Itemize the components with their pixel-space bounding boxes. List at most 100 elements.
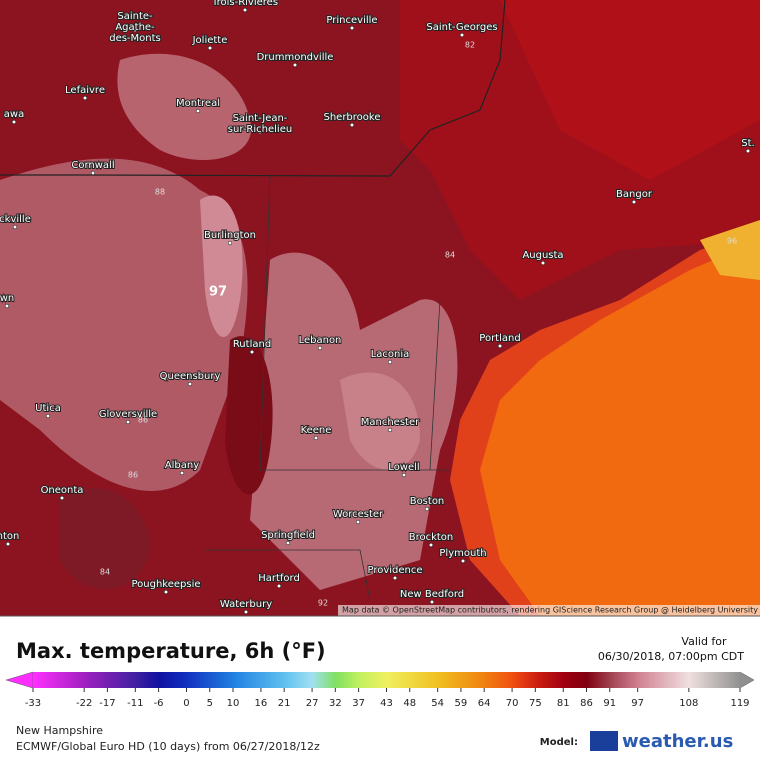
colorbar-tick-label: 43 xyxy=(380,698,393,709)
city-label: Oneonta xyxy=(41,485,84,496)
colorbar-segment xyxy=(312,672,336,688)
region: New Hampshire xyxy=(16,724,103,737)
city-dot xyxy=(4,303,10,309)
colorbar-tick-label: -6 xyxy=(154,698,164,709)
city-dot xyxy=(459,32,465,38)
city-dot xyxy=(5,541,11,547)
city-label: Plymouth xyxy=(439,548,486,559)
valid-time: 06/30/2018, 07:00pm CDT xyxy=(598,650,744,663)
colorbar-segment xyxy=(637,672,690,688)
model-run: ECMWF/Global Euro HD (10 days) from 06/2… xyxy=(16,740,320,753)
colorbar-tick-label: -33 xyxy=(25,698,41,709)
colorbar-tick-label: 70 xyxy=(506,698,519,709)
colorbar-tick-label: 37 xyxy=(352,698,365,709)
city-label: New Bedford xyxy=(400,589,464,600)
colorbar-tick-label: 54 xyxy=(431,698,444,709)
title: Max. temperature, 6h (°F) xyxy=(16,639,326,663)
city-label: Utica xyxy=(35,403,61,414)
city-dot xyxy=(242,7,248,13)
contour-label: 82 xyxy=(465,41,475,50)
city-dot xyxy=(387,359,393,365)
city-dot xyxy=(349,25,355,31)
city-dot xyxy=(349,122,355,128)
city-label: Keene xyxy=(301,425,332,436)
colorbar-segment xyxy=(386,672,439,688)
city-dot xyxy=(313,435,319,441)
colorbar-tick-label: 119 xyxy=(730,698,749,709)
city-dot xyxy=(257,129,263,135)
city-label: Waterbury xyxy=(220,599,272,610)
city-label: Albany xyxy=(165,460,199,471)
city-label: ckville xyxy=(0,214,31,225)
city-label: Portland xyxy=(479,333,520,344)
city-dot xyxy=(460,558,466,564)
contour-label: 84 xyxy=(100,568,110,577)
colorbar-tick-label: 97 xyxy=(631,698,644,709)
city-dot xyxy=(82,95,88,101)
city-dot xyxy=(59,495,65,501)
city-label: Providence xyxy=(367,565,422,576)
city-dot xyxy=(125,419,131,425)
colorbar-segment xyxy=(586,672,611,688)
city-dot xyxy=(163,589,169,595)
colorbar-arrow xyxy=(739,671,755,689)
contour-label: 97 xyxy=(209,285,227,300)
city-label: Sainte-Agathe-des-Monts xyxy=(109,11,161,44)
colorbar-segment xyxy=(186,672,234,688)
colorbar-segment xyxy=(284,672,313,688)
colorbar-tick-label: -11 xyxy=(127,698,143,709)
city-dot xyxy=(401,472,407,478)
city-dot xyxy=(249,349,255,355)
contour-label: 86 xyxy=(128,471,138,480)
city-label: Princeville xyxy=(326,15,377,26)
colorbar-segment xyxy=(609,672,639,688)
city-label: Boston xyxy=(410,496,445,507)
city-dot xyxy=(631,199,637,205)
colorbar-segment xyxy=(563,672,588,688)
colorbar-segment xyxy=(535,672,564,688)
colorbar-tick-label: 16 xyxy=(255,698,268,709)
model-label: Model: xyxy=(540,737,578,748)
city-label: Lowell xyxy=(388,462,419,473)
city-dot xyxy=(227,240,233,246)
colorbar-tick-label: 81 xyxy=(557,698,570,709)
city-dot xyxy=(387,427,393,433)
colorbar-segment xyxy=(512,672,536,688)
attribution: Map data © OpenStreetMap contributors, r… xyxy=(342,606,758,615)
city-dot xyxy=(90,170,96,176)
map: Map data © OpenStreetMap contributors, r… xyxy=(0,0,760,616)
city-label: Springfield xyxy=(261,530,315,541)
colorbar-tick-label: 59 xyxy=(455,698,468,709)
city-dot xyxy=(355,519,361,525)
contour-label: 88 xyxy=(155,188,165,197)
colorbar-segment xyxy=(358,672,387,688)
contour-label: 92 xyxy=(318,599,328,608)
city-dot xyxy=(276,583,282,589)
city-label: Brockton xyxy=(409,532,454,543)
city-dot xyxy=(12,224,18,230)
colorbar-segment xyxy=(135,672,160,688)
colorbar-tick-label: 0 xyxy=(183,698,189,709)
city-dot xyxy=(540,260,546,266)
city-label: Montreal xyxy=(176,98,220,109)
colorbar-segment xyxy=(688,672,741,688)
colorbar-segment xyxy=(33,672,85,688)
city-label: Trois-Rivières xyxy=(211,0,278,8)
colorbar-arrow xyxy=(5,671,34,689)
city-label: Lebanon xyxy=(299,335,342,346)
valid-label: Valid for xyxy=(681,635,727,648)
city-label: Drummondville xyxy=(257,52,334,63)
eu-flag xyxy=(590,731,618,751)
city-dot xyxy=(243,609,249,615)
city-label: Queensbury xyxy=(160,371,221,382)
city-label: Augusta xyxy=(522,250,563,261)
city-label: Worcester xyxy=(333,509,384,520)
colorbar-segment xyxy=(437,672,485,688)
city-label: Saint-Jean-sur-Richelieu xyxy=(228,113,292,135)
city-dot xyxy=(45,413,51,419)
city-label: wn xyxy=(0,293,14,304)
city-label: Bangor xyxy=(616,189,653,200)
city-label: Cornwall xyxy=(71,160,114,171)
